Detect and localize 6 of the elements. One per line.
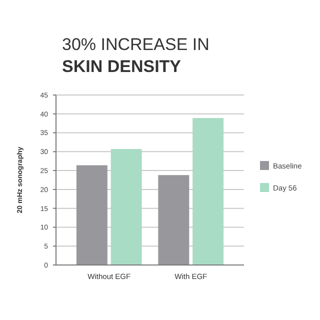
bar	[76, 165, 108, 265]
bar	[192, 118, 224, 265]
chart-subtitle: SKIN DENSITY	[62, 57, 182, 76]
chart-title: 30% INCREASE IN	[62, 35, 210, 54]
bar	[110, 149, 142, 265]
bar	[158, 175, 190, 265]
